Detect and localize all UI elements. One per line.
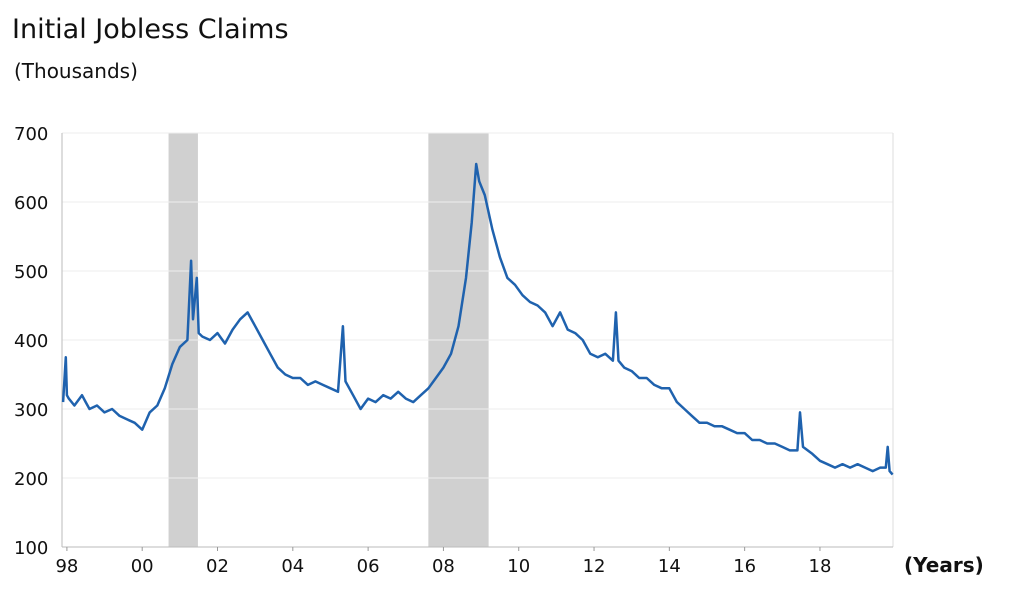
y-tick-label: 400 <box>14 331 48 352</box>
x-tick-label: 14 <box>658 556 681 577</box>
y-tick-label: 100 <box>14 538 48 559</box>
chart-title: Initial Jobless Claims <box>12 14 289 45</box>
x-tick-label: 08 <box>432 556 455 577</box>
chart-subtitle: (Thousands) <box>14 59 138 83</box>
x-tick-label: 16 <box>733 556 756 577</box>
x-tick-label: 18 <box>809 556 832 577</box>
x-tick-label: 06 <box>357 556 380 577</box>
line-series <box>61 162 894 476</box>
y-tick-label: 200 <box>14 469 48 490</box>
y-tick-label: 600 <box>14 193 48 214</box>
y-tick-label: 300 <box>14 400 48 421</box>
x-tick-label: 98 <box>55 556 78 577</box>
x-axis-label: (Years) <box>904 553 984 577</box>
y-tick-label: 500 <box>14 262 48 283</box>
x-tick-label: 10 <box>507 556 530 577</box>
y-tick-label: 700 <box>14 124 48 145</box>
x-tick-label: 04 <box>281 556 304 577</box>
x-tick-label: 00 <box>131 556 154 577</box>
x-tick-label: 02 <box>206 556 229 577</box>
x-tick-label: 12 <box>583 556 606 577</box>
